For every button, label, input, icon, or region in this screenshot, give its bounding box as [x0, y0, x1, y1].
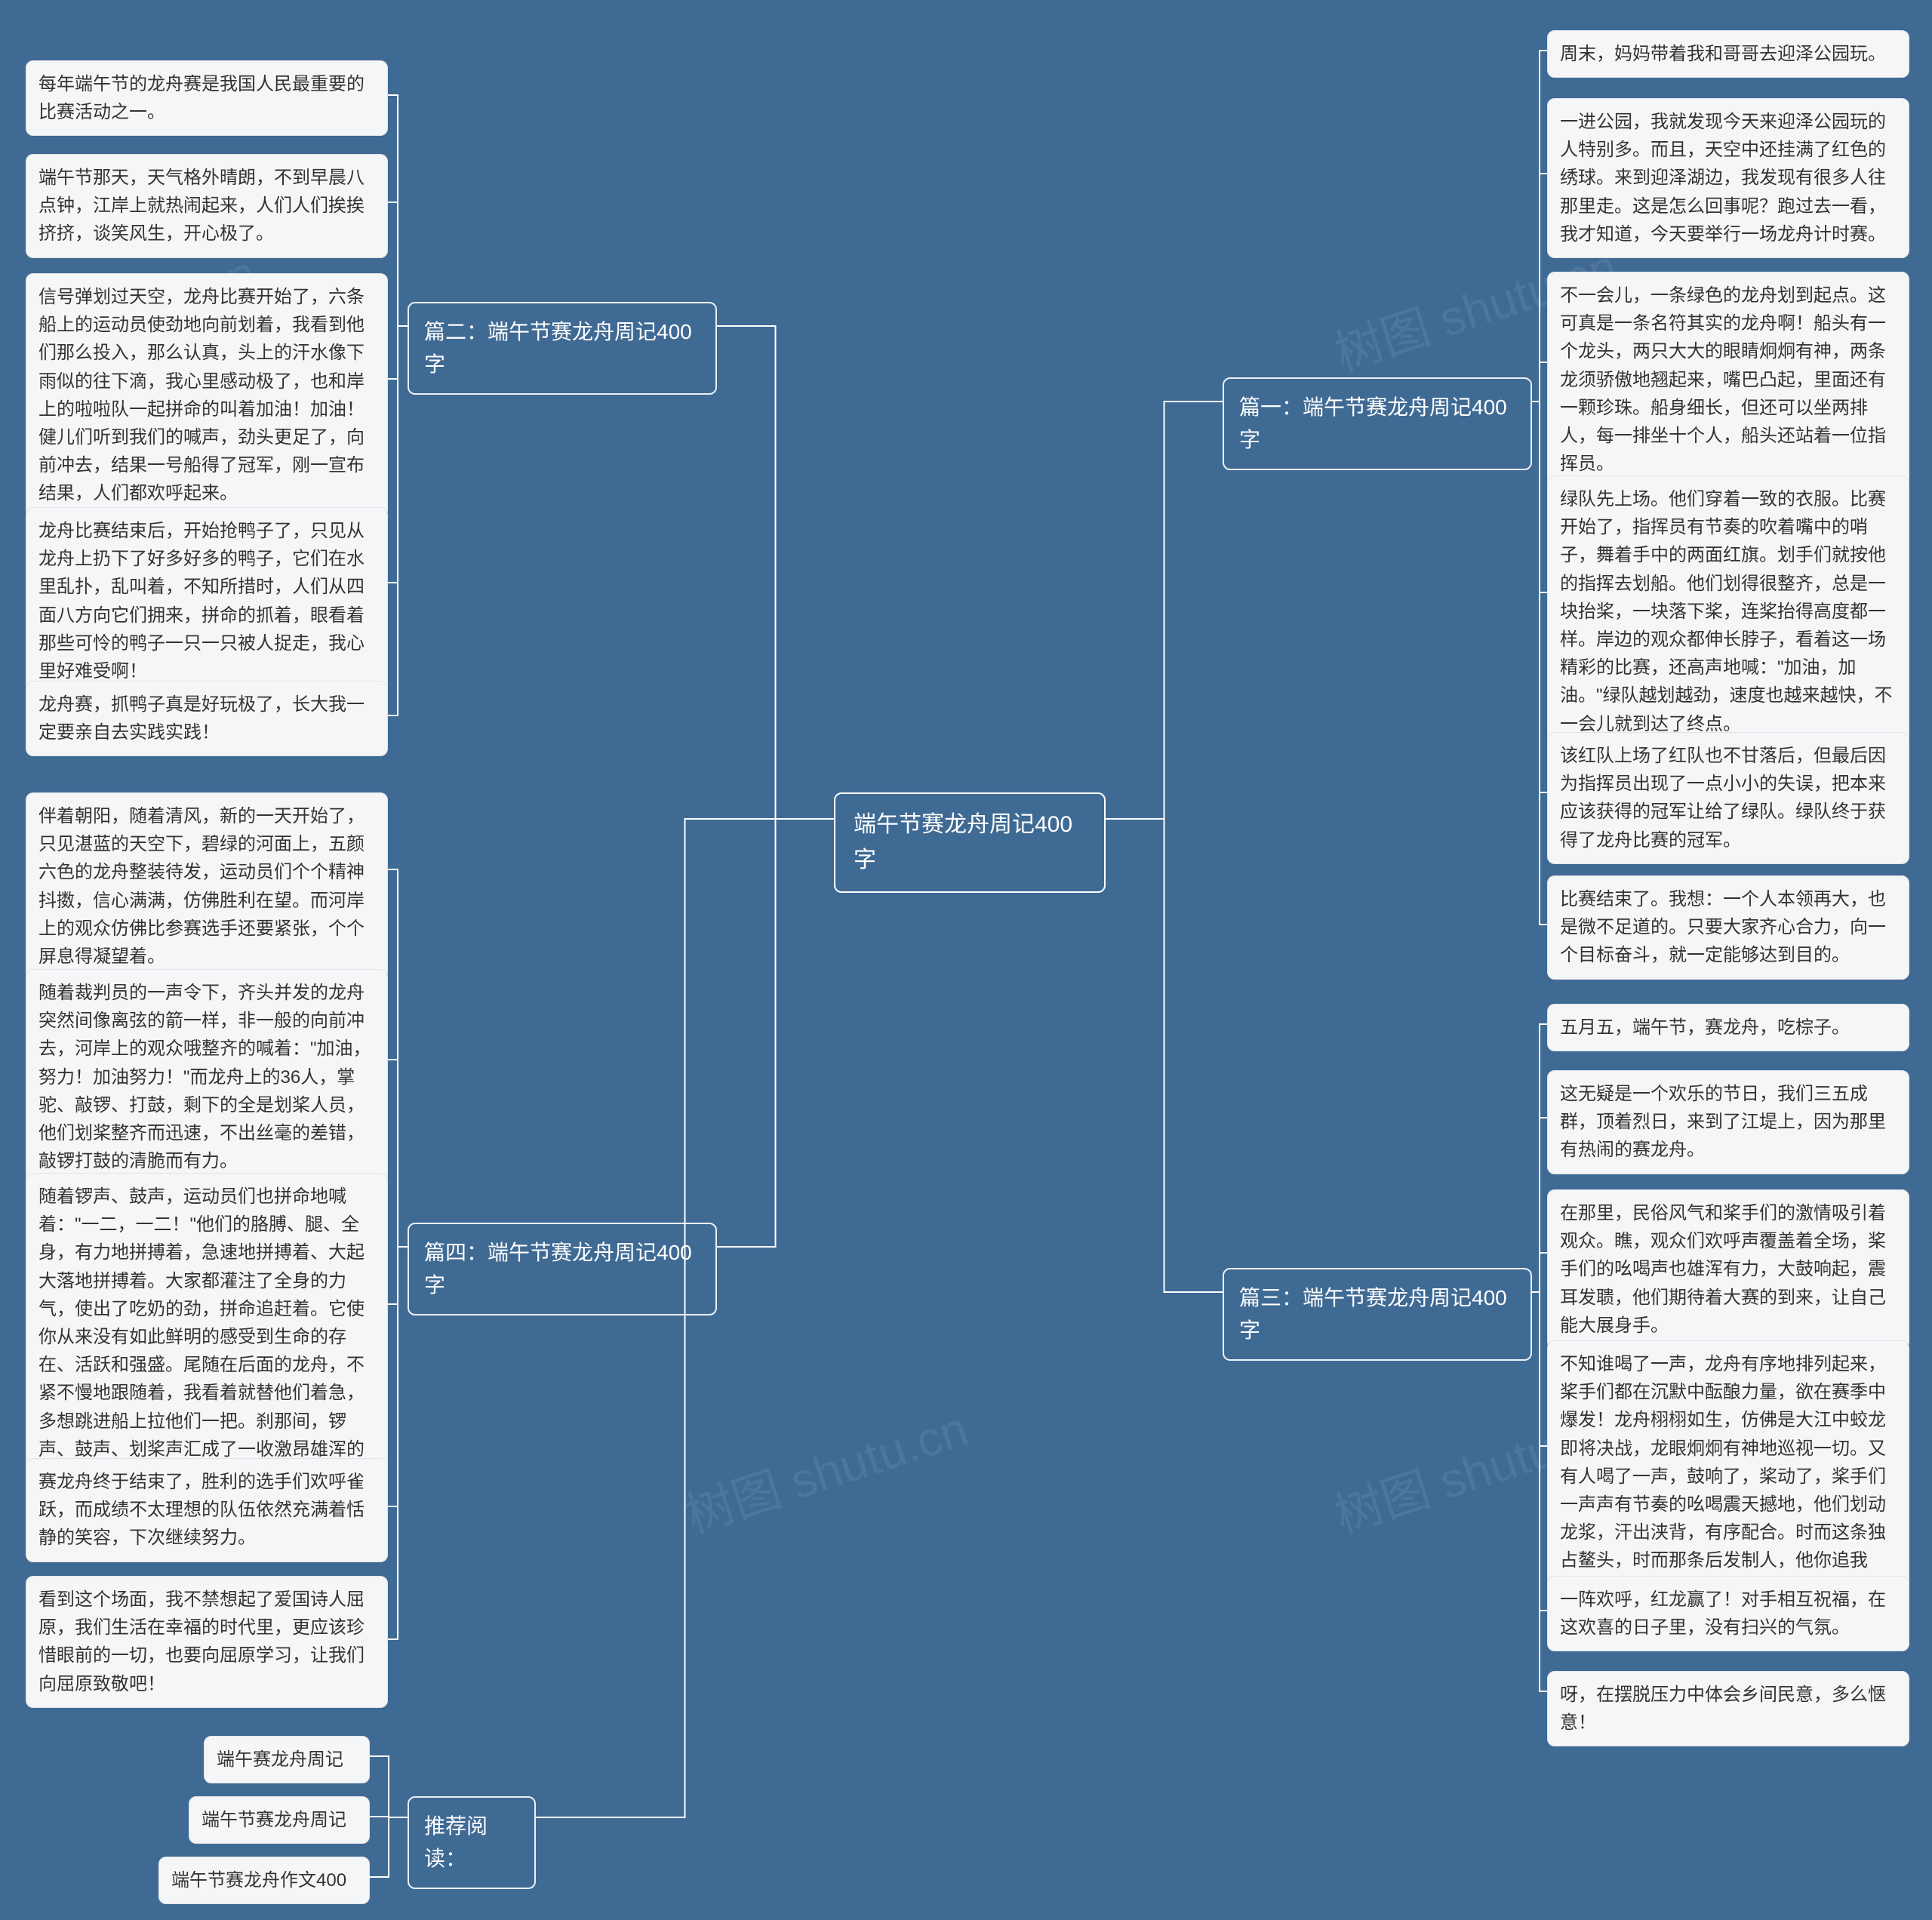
mindmap-leaf[interactable]: 龙舟比赛结束后，开始抢鸭子了，只见从龙舟上扔下了好多好多的鸭子，它们在水里乱扑，… — [26, 507, 388, 695]
mindmap-branch[interactable]: 篇四：端午节赛龙舟周记400字 — [408, 1223, 717, 1315]
mindmap-leaf[interactable]: 五月五，端午节，赛龙舟，吃棕子。 — [1547, 1004, 1909, 1051]
mindmap-leaf[interactable]: 随着锣声、鼓声，运动员们也拼命地喊着："一二，一二！"他们的胳膊、腿、全身，有力… — [26, 1173, 388, 1501]
mindmap-branch[interactable]: 篇二：端午节赛龙舟周记400字 — [408, 302, 717, 395]
mindmap-leaf[interactable]: 周末，妈妈带着我和哥哥去迎泽公园玩。 — [1547, 30, 1909, 78]
mindmap-leaf[interactable]: 一进公园，我就发现今天来迎泽公园玩的人特别多。而且，天空中还挂满了红色的绣球。来… — [1547, 98, 1909, 258]
mindmap-leaf[interactable]: 信号弹划过天空，龙舟比赛开始了，六条船上的运动员使劲地向前划着，我看到他们那么投… — [26, 273, 388, 518]
mindmap-leaf[interactable]: 伴着朝阳，随着清风，新的一天开始了，只见湛蓝的天空下，碧绿的河面上，五颜六色的龙… — [26, 792, 388, 980]
mindmap-branch[interactable]: 篇一：端午节赛龙舟周记400字 — [1223, 377, 1532, 470]
mindmap-leaf[interactable]: 每年端午节的龙舟赛是我国人民最重要的比赛活动之一。 — [26, 60, 388, 136]
mindmap-leaf[interactable]: 不知谁喝了一声，龙舟有序地排列起来，桨手们都在沉默中酝酿力量，欲在赛季中爆发！龙… — [1547, 1340, 1909, 1613]
mindmap-branch[interactable]: 推荐阅读： — [408, 1796, 536, 1889]
mindmap-leaf[interactable]: 端午节赛龙舟周记 — [189, 1796, 370, 1844]
mindmap-leaf[interactable]: 绿队先上场。他们穿着一致的衣服。比赛开始了，指挥员有节奏的吹着嘴中的哨子，舞着手… — [1547, 475, 1909, 748]
mindmap-root[interactable]: 端午节赛龙舟周记400字 — [834, 792, 1106, 893]
mindmap-leaf[interactable]: 不一会儿，一条绿色的龙舟划到起点。这可真是一条名符其实的龙舟啊！船头有一个龙头，… — [1547, 272, 1909, 488]
mindmap-leaf[interactable]: 端午节赛龙舟作文400 — [158, 1857, 370, 1904]
mindmap-branch[interactable]: 篇三：端午节赛龙舟周记400字 — [1223, 1268, 1532, 1361]
mindmap-leaf[interactable]: 看到这个场面，我不禁想起了爱国诗人屈原，我们生活在幸福的时代里，更应该珍惜眼前的… — [26, 1576, 388, 1708]
mindmap-leaf[interactable]: 龙舟赛，抓鸭子真是好玩极了，长大我一定要亲自去实践实践！ — [26, 681, 388, 756]
mindmap-leaf[interactable]: 端午赛龙舟周记 — [204, 1736, 370, 1783]
mindmap-leaf[interactable]: 这无疑是一个欢乐的节日，我们三五成群，顶着烈日，来到了江堤上，因为那里有热闹的赛… — [1547, 1070, 1909, 1174]
mindmap-leaf[interactable]: 比赛结束了。我想：一个人本领再大，也是微不足道的。只要大家齐心合力，向一个目标奋… — [1547, 875, 1909, 980]
mindmap-leaf[interactable]: 在那里，民俗风气和桨手们的激情吸引着观众。瞧，观众们欢呼声覆盖着全场，桨手们的吆… — [1547, 1189, 1909, 1349]
mindmap-leaf[interactable]: 随着裁判员的一声令下，齐头并发的龙舟突然间像离弦的箭一样，非一般的向前冲去，河岸… — [26, 969, 388, 1185]
mindmap-leaf[interactable]: 一阵欢呼，红龙赢了！对手相互祝福，在这欢喜的日子里，没有扫兴的气氛。 — [1547, 1576, 1909, 1651]
mindmap-leaf[interactable]: 呀，在摆脱压力中体会乡间民意，多么惬意！ — [1547, 1671, 1909, 1746]
mindmap-leaf[interactable]: 端午节那天，天气格外晴朗，不到早晨八点钟，江岸上就热闹起来，人们人们挨挨挤挤，谈… — [26, 154, 388, 258]
mindmap-leaf[interactable]: 赛龙舟终于结束了，胜利的选手们欢呼雀跃，而成绩不太理想的队伍依然充满着恬静的笑容… — [26, 1458, 388, 1562]
mindmap-leaf[interactable]: 该红队上场了红队也不甘落后，但最后因为指挥员出现了一点小小的失误，把本来应该获得… — [1547, 732, 1909, 864]
